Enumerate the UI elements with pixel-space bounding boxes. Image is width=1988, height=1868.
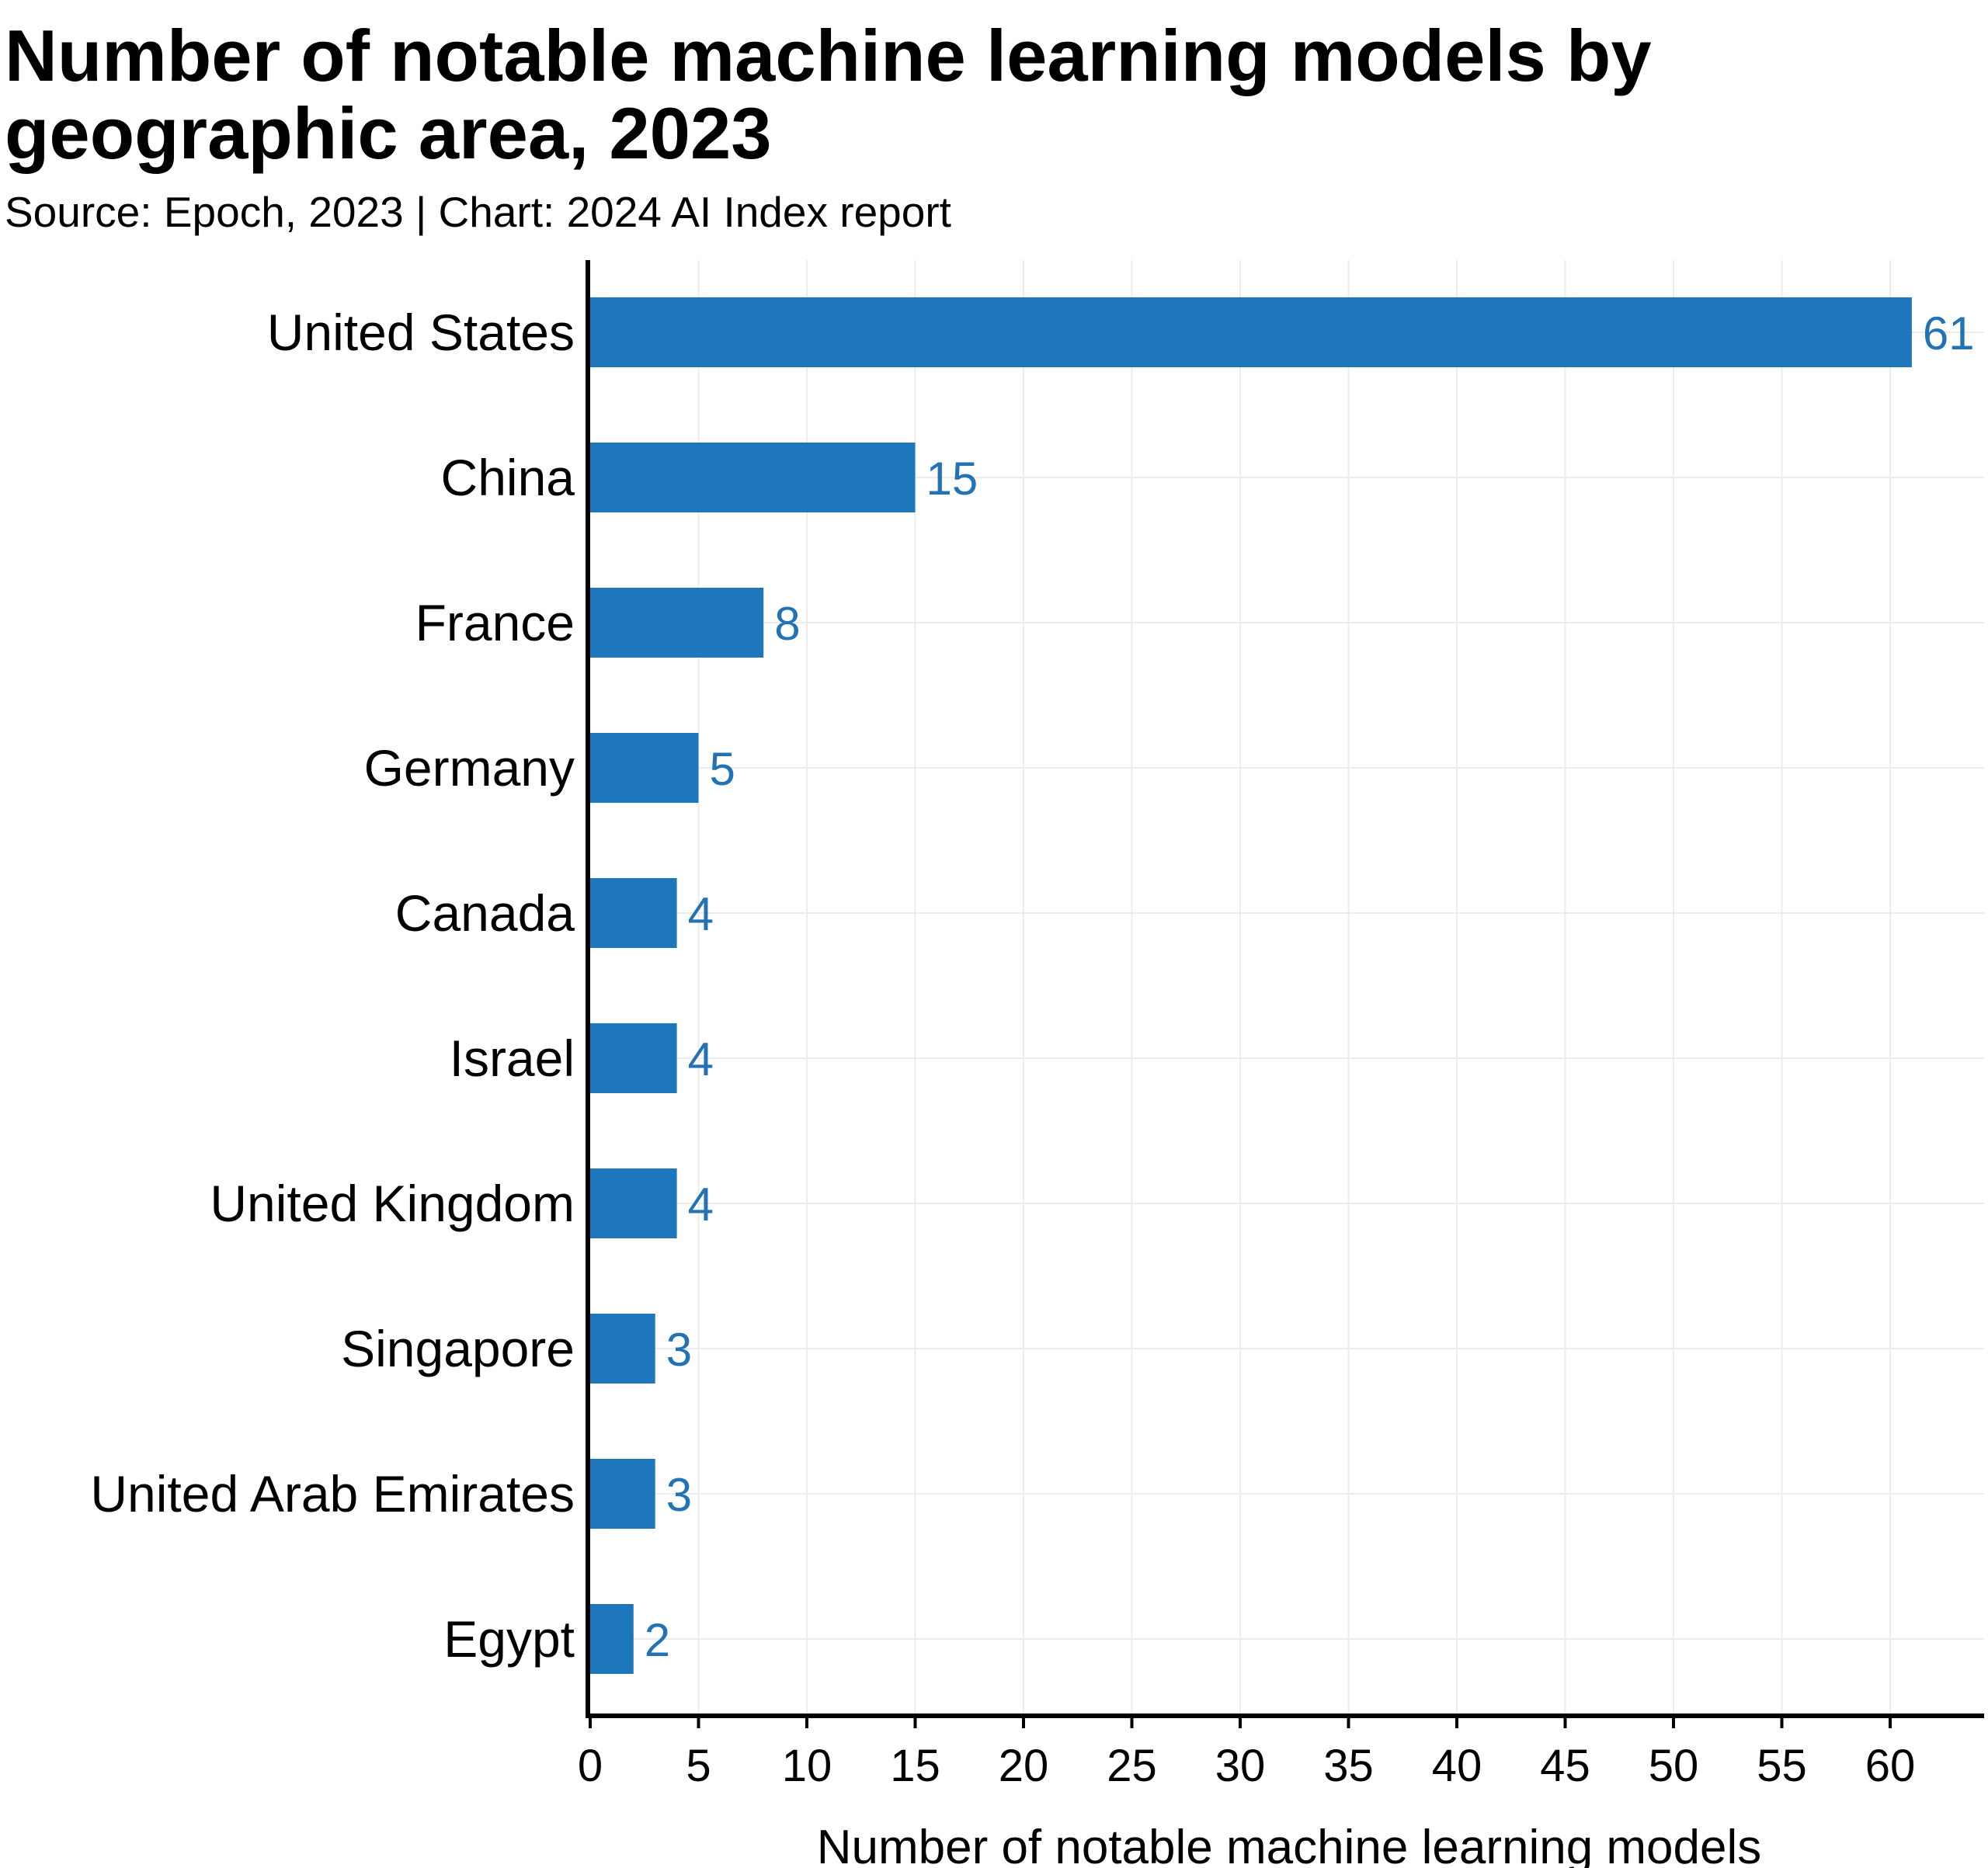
value-label: 4 bbox=[688, 1033, 714, 1085]
x-tick-label: 60 bbox=[1865, 1741, 1916, 1791]
bar-germany bbox=[590, 733, 699, 803]
x-tick-label: 45 bbox=[1540, 1741, 1590, 1791]
x-axis-title: Number of notable machine learning model… bbox=[817, 1821, 1762, 1868]
x-tick-label: 5 bbox=[686, 1741, 711, 1791]
value-label: 61 bbox=[1923, 307, 1975, 359]
bar-united-kingdom bbox=[590, 1168, 677, 1238]
axes: 0 5 10 15 20 25 30 35 40 45 50 55 60 bbox=[578, 260, 1984, 1791]
value-label: 4 bbox=[688, 888, 714, 940]
category-label: Germany bbox=[364, 739, 575, 797]
category-label: Canada bbox=[395, 884, 575, 942]
category-label: Israel bbox=[450, 1029, 575, 1087]
x-tick-label: 50 bbox=[1649, 1741, 1699, 1791]
category-label: Egypt bbox=[443, 1610, 575, 1668]
value-label: 8 bbox=[774, 598, 800, 650]
category-label: France bbox=[415, 594, 575, 651]
bar-egypt bbox=[590, 1604, 634, 1674]
x-tick-label: 35 bbox=[1323, 1741, 1374, 1791]
bar-china bbox=[590, 443, 916, 512]
x-tick-label: 20 bbox=[999, 1741, 1049, 1791]
x-tick-label: 15 bbox=[890, 1741, 940, 1791]
chart-subtitle: Source: Epoch, 2023 | Chart: 2024 AI Ind… bbox=[5, 188, 951, 236]
value-label: 4 bbox=[688, 1179, 714, 1231]
x-tick-label: 40 bbox=[1432, 1741, 1482, 1791]
bar-united-states bbox=[590, 297, 1912, 367]
bar-singapore bbox=[590, 1314, 655, 1384]
bar-france bbox=[590, 588, 764, 658]
value-label: 2 bbox=[645, 1614, 670, 1666]
category-label: China bbox=[441, 449, 575, 506]
bar-canada bbox=[590, 878, 677, 948]
chart-title: Number of notable machine learning model… bbox=[5, 15, 1652, 174]
value-label: 5 bbox=[710, 743, 735, 795]
category-label: United Arab Emirates bbox=[90, 1465, 575, 1523]
value-label: 3 bbox=[666, 1469, 692, 1521]
category-label: Singapore bbox=[341, 1320, 575, 1377]
bar-israel bbox=[590, 1023, 677, 1093]
x-tick-label: 10 bbox=[782, 1741, 832, 1791]
bars bbox=[590, 297, 1912, 1674]
labels: United States 61 China 15 France 8 Germany 5 Can… bbox=[90, 304, 1974, 1668]
x-tick-label: 0 bbox=[578, 1741, 603, 1791]
x-tick-label: 55 bbox=[1757, 1741, 1807, 1791]
category-label: United States bbox=[267, 304, 575, 361]
value-label: 15 bbox=[926, 453, 978, 505]
x-tick-label: 25 bbox=[1107, 1741, 1157, 1791]
x-tick-label: 30 bbox=[1215, 1741, 1266, 1791]
category-label: United Kingdom bbox=[210, 1175, 575, 1232]
bar-united-arab-emirates bbox=[590, 1459, 655, 1529]
value-label: 3 bbox=[666, 1324, 692, 1376]
